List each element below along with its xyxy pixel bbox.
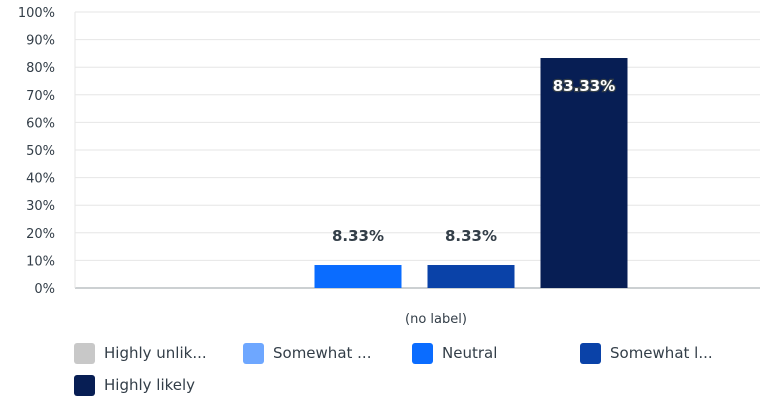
y-tick-label: 100% [18,6,55,21]
data-labels: 8.33% 8.33% 83.33% [332,76,617,245]
legend-swatch [74,374,95,396]
data-label: 8.33% [332,227,384,245]
data-label: 83.33% [553,77,615,95]
legend-label: Highly unlik... [104,344,207,362]
legend-swatch [580,342,601,364]
y-tick-label: 60% [26,116,55,131]
bar [314,265,402,288]
y-tick-label: 70% [26,89,55,104]
legend-label: Somewhat l... [610,344,713,362]
legend-label: Highly likely [104,376,196,394]
y-tick-label: 20% [26,227,55,242]
legend-item[interactable]: Somewhat ... [243,341,371,365]
y-tick-label: 0% [34,282,55,297]
y-axis: 0% 10% 20% 30% 40% 50% 60% 70% 80% 90% 100% [18,6,55,297]
y-tick-label: 80% [26,61,55,76]
x-category-label: (no label) [405,312,467,327]
y-tick-label: 90% [26,34,55,49]
legend-item[interactable]: Neutral [412,341,497,365]
legend-item[interactable]: Highly unlik... [74,341,207,365]
legend-item[interactable]: Somewhat l... [580,341,713,365]
bar-chart: 0%10%20%30%40%50%60%70%80%90%100% 8.33% 8… [18,6,760,327]
bar [427,265,515,288]
gridlines [74,11,760,289]
y-tick-label: 10% [26,254,55,269]
legend-swatch [412,342,433,364]
legend-item[interactable]: Highly likely [74,373,195,397]
legend-label: Neutral [442,344,498,362]
y-tick-label: 30% [26,199,55,214]
y-tick-label: 40% [26,172,55,187]
legend-label: Somewhat ... [273,344,372,362]
bar [540,58,628,288]
legend-swatch [74,342,95,364]
data-label: 8.33% [445,227,497,245]
y-tick-label: 50% [26,144,55,159]
legend-swatch [243,342,264,364]
bars [314,58,628,288]
